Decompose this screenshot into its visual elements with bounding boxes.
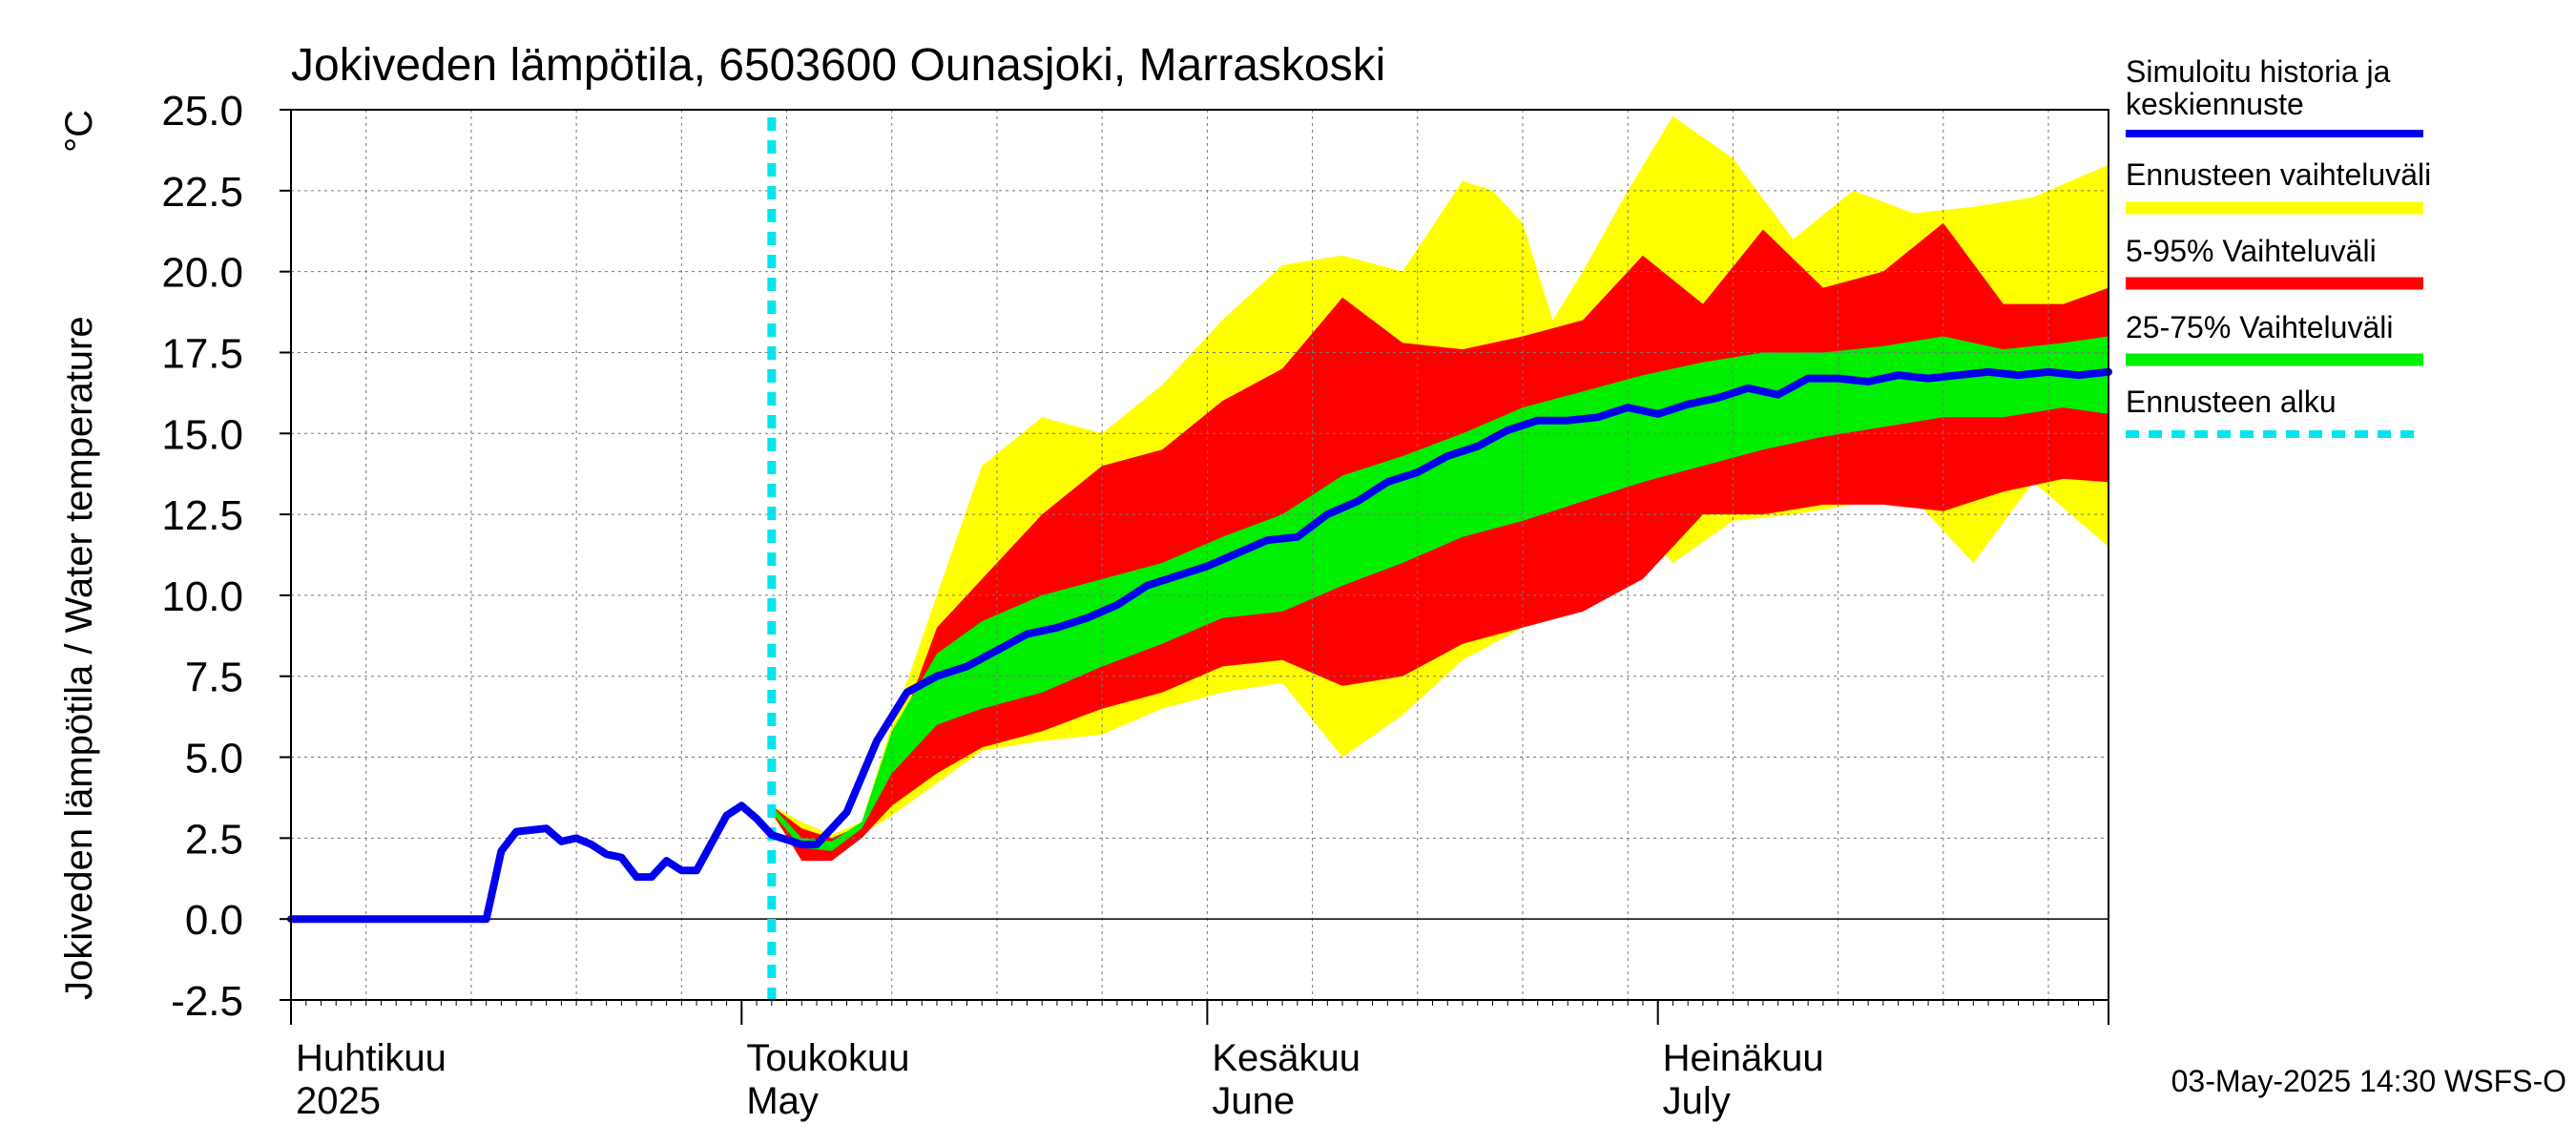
y-tick-label: 15.0 (161, 411, 243, 458)
y-tick-label: 0.0 (185, 897, 243, 944)
axes: -2.5 0.0 2.5 5.0 7.5 10.0 12.5 15.0 17.5 20.0 22.5… (161, 88, 2109, 1122)
grid (291, 109, 2109, 1001)
series-lines (287, 117, 2112, 1000)
chart-title: Jokiveden lämpötila, 6503600 Ounasjoki, … (291, 40, 1385, 91)
y-tick-label: 5.0 (185, 736, 243, 782)
x-month-sublabel: May (746, 1080, 819, 1122)
y-tick-label: 22.5 (161, 169, 243, 216)
y-axis-unit: °C (58, 110, 100, 153)
legend-label: Simuloitu historia ja (2126, 54, 2391, 89)
y-tick-label: 17.5 (161, 330, 243, 377)
x-month-sublabel: July (1663, 1080, 1731, 1122)
legend-label: keskiennuste (2126, 87, 2304, 121)
x-month-sublabel: 2025 (296, 1080, 381, 1122)
x-month-label: Huhtikuu (296, 1037, 447, 1079)
legend-label: Ennusteen vaihteluväli (2126, 157, 2431, 192)
x-month-sublabel: June (1212, 1080, 1295, 1122)
x-month-label: Heinäkuu (1663, 1037, 1824, 1079)
plot-frame (290, 109, 2109, 1001)
series-line-median (287, 367, 2112, 924)
y-tick-label: 25.0 (161, 88, 243, 135)
legend-label: 5-95% Vaihteluväli (2126, 234, 2377, 268)
y-tick-label: 10.0 (161, 573, 243, 620)
y-tick-label: 7.5 (185, 655, 243, 701)
x-month-label: Toukokuu (746, 1037, 909, 1079)
y-tick-label: 2.5 (185, 816, 243, 863)
y-axis-label: Jokiveden lämpötila / Water temperature (58, 316, 100, 1000)
forecast-bands (771, 115, 2109, 862)
y-tick-label: 12.5 (161, 492, 243, 539)
y-tick-label: 20.0 (161, 250, 243, 297)
legend-label: Ennusteen alku (2126, 385, 2337, 419)
footer-timestamp: 03-May-2025 14:30 WSFS-O (2171, 1064, 2566, 1098)
band-2 (771, 336, 2109, 851)
y-tick-label: -2.5 (171, 978, 243, 1025)
x-month-label: Kesäkuu (1212, 1037, 1361, 1079)
legend-label: 25-75% Vaihteluväli (2126, 310, 2393, 344)
